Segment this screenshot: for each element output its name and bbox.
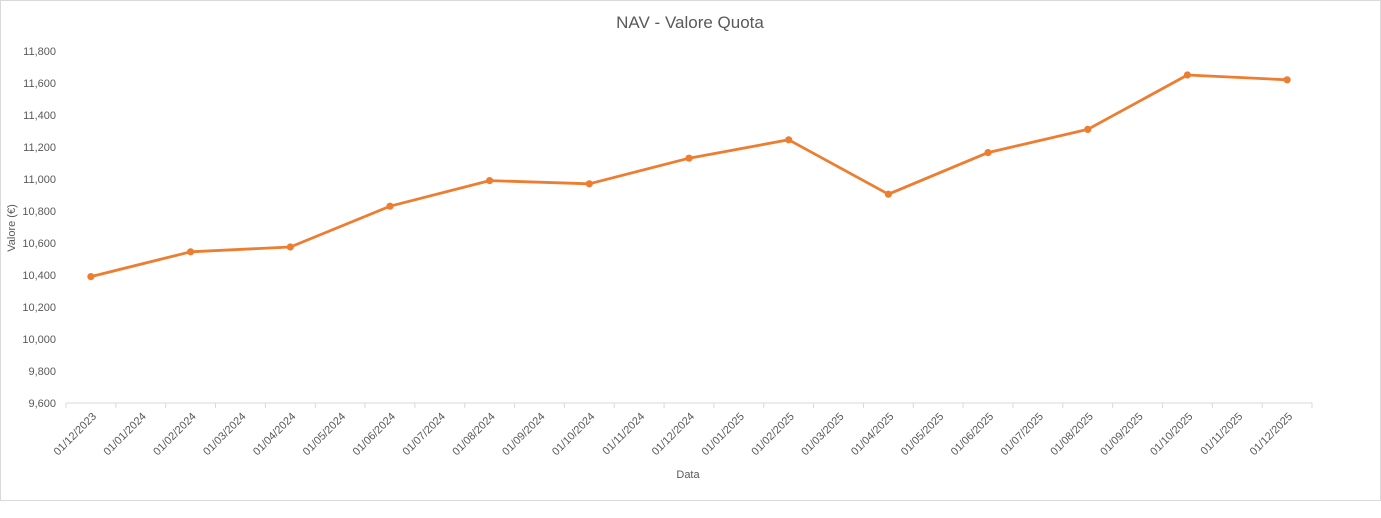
x-tick-label: 01/11/2024 bbox=[600, 411, 647, 458]
x-tick-label: 01/01/2025 bbox=[700, 411, 747, 458]
x-tick-label: 01/08/2025 bbox=[1048, 411, 1095, 458]
x-tick-label: 01/10/2024 bbox=[550, 411, 597, 458]
data-point bbox=[884, 190, 893, 198]
y-tick-label: 10,000 bbox=[22, 334, 56, 346]
data-point bbox=[486, 177, 494, 185]
y-axis-ticks: 9,600 9,800 10,000 10,200 10,400 10,600 10,800… bbox=[22, 46, 56, 410]
x-tick-label: 01/07/2024 bbox=[401, 411, 448, 458]
x-tick-label: 01/05/2025 bbox=[899, 411, 946, 458]
x-tick-label: 01/02/2025 bbox=[749, 411, 796, 458]
series-line bbox=[89, 73, 1289, 279]
y-tick-label: 9,600 bbox=[28, 398, 56, 410]
y-tick-label: 11,600 bbox=[23, 78, 56, 90]
chart-title: NAV - Valore Quota bbox=[616, 13, 764, 32]
x-tick-label: 01/03/2025 bbox=[799, 411, 846, 458]
x-tick-label: 01/12/2023 bbox=[52, 411, 99, 458]
x-tick-label: 01/02/2024 bbox=[151, 411, 198, 458]
x-tick-label: 01/12/2024 bbox=[650, 411, 697, 458]
y-tick-label: 10,400 bbox=[22, 270, 56, 282]
x-tick-label: 01/07/2025 bbox=[999, 411, 1046, 458]
x-tick-label: 01/09/2025 bbox=[1098, 411, 1145, 458]
data-point bbox=[585, 180, 593, 188]
y-axis-title: Valore (€) bbox=[6, 204, 18, 251]
x-tick-label: 01/05/2024 bbox=[301, 411, 348, 458]
x-tick-label: 01/04/2024 bbox=[251, 411, 298, 458]
data-point bbox=[187, 248, 195, 256]
y-tick-label: 10,800 bbox=[22, 206, 56, 218]
y-tick-label: 10,200 bbox=[22, 302, 56, 314]
y-tick-label: 9,800 bbox=[28, 366, 56, 378]
data-point bbox=[286, 243, 294, 251]
x-axis-title: Data bbox=[676, 469, 700, 481]
x-tick-label: 01/09/2024 bbox=[500, 411, 547, 458]
x-axis-ticks: 01/12/2023 01/01/2024 01/02/2024 01/03/2024… bbox=[52, 403, 1313, 458]
data-point bbox=[386, 202, 394, 210]
series-group bbox=[87, 71, 1291, 281]
x-tick-label: 01/10/2025 bbox=[1148, 411, 1195, 458]
data-point bbox=[685, 154, 693, 162]
data-point bbox=[1283, 76, 1291, 84]
y-tick-label: 11,000 bbox=[23, 174, 56, 186]
data-point bbox=[1084, 125, 1092, 133]
data-point bbox=[984, 149, 992, 157]
x-tick-label: 01/06/2024 bbox=[351, 411, 398, 458]
x-tick-label: 01/08/2024 bbox=[450, 411, 497, 458]
y-tick-label: 11,200 bbox=[23, 142, 56, 154]
y-tick-label: 11,400 bbox=[23, 110, 56, 122]
x-tick-label: 01/03/2024 bbox=[201, 411, 248, 458]
x-tick-label: 01/06/2025 bbox=[949, 411, 996, 458]
y-tick-label: 11,800 bbox=[23, 46, 56, 58]
data-point bbox=[1183, 71, 1191, 79]
x-tick-label: 01/04/2025 bbox=[849, 411, 896, 458]
y-tick-label: 10,600 bbox=[22, 238, 56, 250]
x-tick-label: 01/11/2025 bbox=[1199, 411, 1246, 458]
data-point bbox=[87, 273, 95, 281]
x-tick-label: 01/01/2024 bbox=[101, 411, 148, 458]
data-point bbox=[785, 136, 793, 144]
x-tick-label: 01/12/2025 bbox=[1248, 411, 1295, 458]
